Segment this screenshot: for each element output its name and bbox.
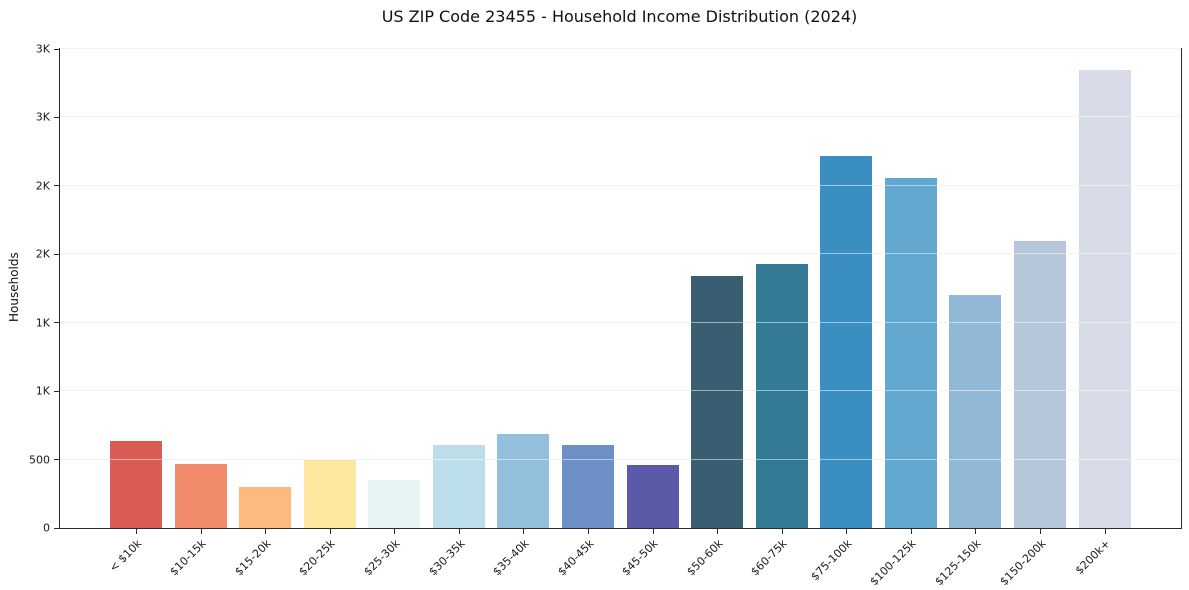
bar xyxy=(755,263,808,528)
x-tick-label: $50-60k xyxy=(684,537,726,579)
x-tick-mark xyxy=(910,528,912,534)
x-tick-mark xyxy=(329,528,331,534)
bar xyxy=(174,463,227,528)
gridline xyxy=(60,48,1181,49)
y-tick-label: 2K xyxy=(35,247,50,261)
gridline xyxy=(60,390,1181,392)
x-tick-mark xyxy=(975,528,977,534)
bar xyxy=(561,444,614,528)
x-tick-label: $25-30k xyxy=(361,537,403,579)
x-tick-label: $15-20k xyxy=(232,537,274,579)
y-tick-label: 2K xyxy=(35,179,50,193)
y-tick-mark xyxy=(54,48,60,50)
x-tick-mark xyxy=(394,528,396,534)
x-tick-label: $45-50k xyxy=(619,537,661,579)
y-tick-mark xyxy=(54,185,60,187)
y-tick-mark xyxy=(54,116,60,118)
x-tick-label: $40-45k xyxy=(554,537,597,579)
x-tick-label: $35-40k xyxy=(490,537,532,579)
x-tick-mark xyxy=(200,528,202,534)
y-tick-mark xyxy=(54,253,60,255)
bar xyxy=(884,178,937,528)
x-tick-mark xyxy=(717,528,719,534)
y-tick-label: 1K xyxy=(35,384,50,398)
x-tick-mark xyxy=(1104,528,1106,534)
x-tick-mark xyxy=(846,528,848,534)
gridline xyxy=(60,184,1181,186)
gridline xyxy=(60,116,1181,118)
bar xyxy=(110,441,162,528)
x-tick-mark xyxy=(265,528,267,534)
y-tick-mark xyxy=(54,527,60,529)
bar xyxy=(497,433,550,528)
y-tick-mark xyxy=(54,390,60,392)
x-tick-label: $20-25k xyxy=(296,537,338,579)
bar xyxy=(949,295,1002,528)
x-tick-label: $200k+ xyxy=(1072,537,1113,578)
x-tick-label: $125-150k xyxy=(932,537,984,589)
x-tick-label: $10-15k xyxy=(167,537,209,579)
x-tick-mark xyxy=(587,528,589,534)
x-tick-label: < $10k xyxy=(106,537,145,575)
x-tick-label: $60-75k xyxy=(748,537,790,579)
bar xyxy=(368,480,421,528)
x-tick-mark xyxy=(1039,528,1041,534)
chart-title: US ZIP Code 23455 - Household Income Dis… xyxy=(381,7,858,26)
y-tick-label: 500 xyxy=(29,453,50,467)
plot-area: 0 500 1K 1K 2K 2K 3K 3K xyxy=(29,43,1182,535)
gridline xyxy=(60,458,1181,460)
x-tick-mark xyxy=(458,528,460,534)
bar xyxy=(691,276,744,528)
gridline xyxy=(60,253,1181,255)
bar xyxy=(239,486,292,528)
y-tick-mark xyxy=(54,459,60,461)
x-axis-labels: < $10k $10-15k $15-20k $20-25k $25-30k $30-35… xyxy=(59,528,1180,590)
y-tick-label: 0 xyxy=(43,521,50,535)
gridline xyxy=(60,321,1181,323)
x-tick-label: $75-100k xyxy=(808,537,855,584)
y-axis-label: Households xyxy=(7,252,21,323)
x-tick-mark xyxy=(781,528,783,534)
bar xyxy=(820,156,873,528)
x-tick-label: $100-125k xyxy=(867,537,920,589)
bar xyxy=(1013,240,1066,528)
bar xyxy=(303,459,356,528)
bar xyxy=(432,444,485,528)
x-tick-mark xyxy=(136,528,137,534)
x-tick-mark xyxy=(523,528,525,534)
y-tick-label: 3K xyxy=(35,42,50,56)
y-tick-label: 3K xyxy=(35,110,50,124)
bar xyxy=(626,465,679,528)
x-tick-label: $150-200k xyxy=(997,537,1049,589)
bar xyxy=(1078,69,1131,528)
y-tick-label: 1K xyxy=(35,316,50,330)
x-tick-label: $30-35k xyxy=(425,537,468,579)
x-tick-mark xyxy=(652,528,654,534)
y-tick-mark xyxy=(54,322,60,324)
